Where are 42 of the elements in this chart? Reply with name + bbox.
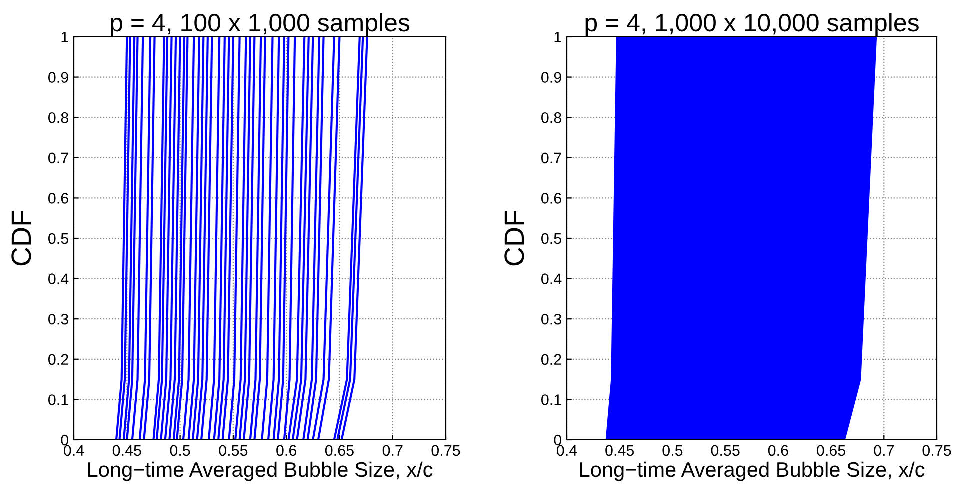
x-tick-label: 0.45 [606, 445, 634, 456]
x-tick-label: 0.6 [768, 445, 788, 456]
chart-title: p = 4, 100 x 1,000 samples [111, 13, 410, 37]
y-tick-label: 0.6 [48, 193, 68, 204]
y-tick-label: 0.1 [542, 394, 562, 406]
x-axis-title: Long−time Averaged Bubble Size, x/c [88, 462, 433, 482]
y-tick-label: 0.2 [48, 354, 68, 366]
chart-title: p = 4, 1,000 x 10,000 samples [586, 13, 919, 37]
x-tick-label: 0.5 [170, 445, 190, 456]
y-tick-label: 0.5 [48, 233, 68, 244]
y-tick-label: 0.4 [542, 274, 562, 284]
y-tick-label: 0.3 [542, 314, 562, 325]
x-tick-label: 0.6 [276, 445, 297, 456]
y-tick-label: 0.1 [48, 394, 68, 406]
y-tick-label: 1 [554, 32, 562, 43]
y-tick-label: 0.9 [48, 72, 68, 83]
y-tick-label: 0.7 [542, 152, 562, 164]
y-tick-label: 0.7 [48, 152, 68, 164]
x-tick-label: 0.45 [112, 445, 142, 456]
x-tick-label: 0.55 [219, 445, 248, 456]
y-tick-label: 0.5 [542, 233, 562, 244]
x-tick-label: 0.7 [874, 445, 894, 456]
y-tick-label: 0.8 [48, 112, 68, 124]
x-tick-label: 0.75 [432, 445, 460, 456]
y-tick-label: 1 [62, 32, 68, 43]
y-tick-label: 0.6 [542, 193, 562, 204]
y-tick-label: 0.4 [48, 274, 69, 284]
y-axis-title: CDF [504, 211, 524, 266]
x-tick-label: 0.65 [817, 445, 846, 456]
x-tick-label: 0.55 [711, 445, 740, 456]
x-tick-label: 0.7 [382, 445, 403, 456]
y-tick-label: 0.2 [542, 354, 562, 366]
x-tick-label: 0.5 [662, 445, 683, 456]
y-tick-label: 0.9 [542, 72, 562, 83]
x-axis-title: Long−time Averaged Bubble Size, x/c [580, 462, 925, 482]
y-axis-title: CDF [12, 211, 32, 266]
y-tick-label: 0.3 [48, 314, 68, 325]
x-tick-label: 0.75 [922, 445, 952, 456]
y-tick-label: 0.8 [542, 112, 562, 124]
x-tick-label: 0.65 [325, 445, 354, 456]
y-tick-label: 0 [61, 434, 69, 446]
y-tick-label: 0 [554, 434, 562, 446]
